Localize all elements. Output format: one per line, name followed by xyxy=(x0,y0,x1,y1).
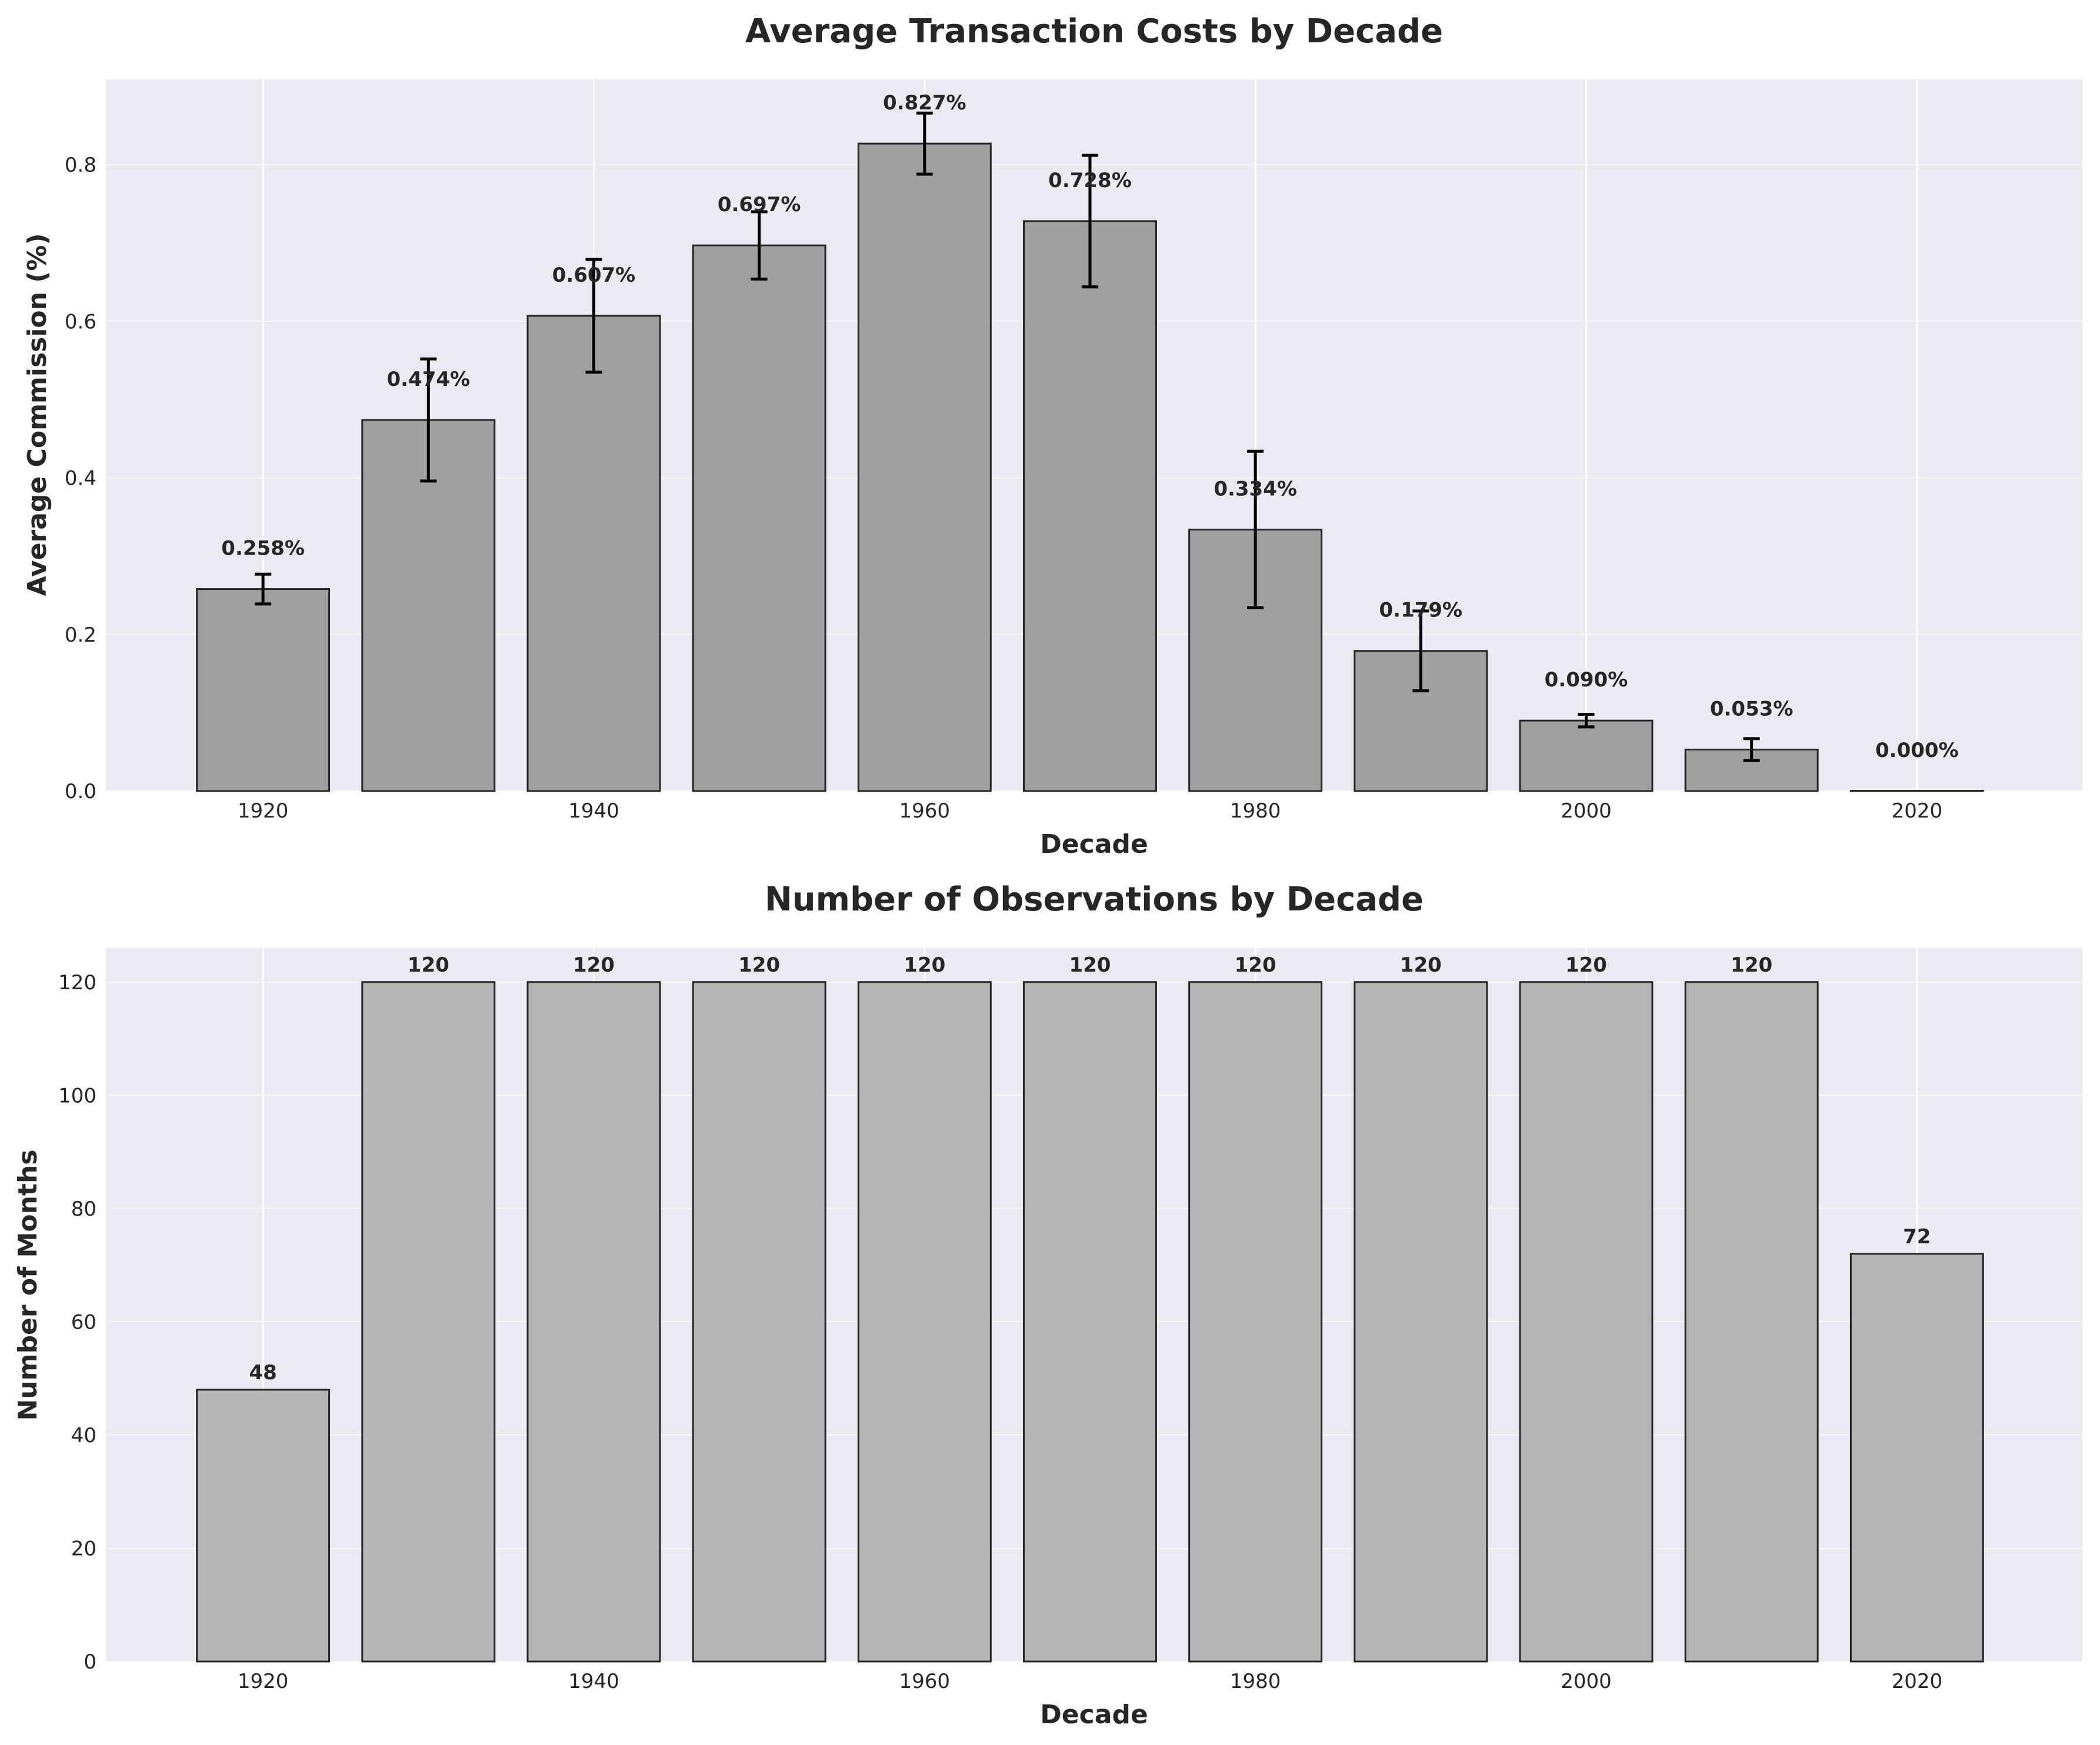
commission-data-label: 0.334% xyxy=(1214,477,1297,501)
observations-bar xyxy=(526,981,661,1663)
observations-x-tick-label: 1920 xyxy=(238,1670,289,1693)
observations-bar xyxy=(196,1389,331,1663)
commission-data-label: 0.827% xyxy=(883,91,966,115)
observations-y-tick-label: 100 xyxy=(58,1084,96,1107)
observations-chart-title: Number of Observations by Decade xyxy=(765,880,1424,919)
observations-y-tick-label: 60 xyxy=(71,1310,96,1334)
commission-data-label: 0.474% xyxy=(386,368,470,391)
commission-x-axis-label: Decade xyxy=(1040,829,1148,859)
observations-bar xyxy=(1188,981,1323,1663)
observations-bar xyxy=(857,981,992,1663)
commission-data-label: 0.179% xyxy=(1379,599,1463,622)
observations-bar xyxy=(361,981,496,1663)
observations-data-label: 120 xyxy=(738,953,780,977)
observations-bar xyxy=(1849,1253,1984,1663)
commission-x-tick-label: 2020 xyxy=(1892,799,1943,823)
observations-plot-area: 0 20 40 60 80 100 120 1920 1940 1960 1980 2000 2020 4… xyxy=(58,948,2082,1693)
commission-bar xyxy=(692,244,826,792)
observations-bar xyxy=(1023,981,1157,1663)
commission-data-label: 0.053% xyxy=(1710,697,1794,720)
observations-bar xyxy=(692,981,826,1663)
observations-data-label: 120 xyxy=(904,953,945,977)
observations-data-label: 120 xyxy=(1565,953,1607,977)
commission-chart-panel: Average Transaction Costs by Decade 0.00… xyxy=(22,12,2082,859)
commission-y-tick-label: 0.6 xyxy=(65,310,96,333)
observations-y-tick-label: 120 xyxy=(58,971,96,995)
observations-y-tick-label: 0 xyxy=(84,1650,96,1674)
commission-data-label: 0.000% xyxy=(1875,739,1959,762)
observations-y-tick-label: 40 xyxy=(71,1424,96,1447)
observations-data-label: 120 xyxy=(1235,953,1276,977)
observations-data-label: 120 xyxy=(1400,953,1442,977)
observations-y-tick-label: 80 xyxy=(71,1197,96,1221)
observations-data-label: 120 xyxy=(1069,953,1111,977)
commission-bar xyxy=(526,315,661,792)
commission-data-label: 0.697% xyxy=(718,193,801,216)
commission-data-label: 0.090% xyxy=(1545,668,1628,692)
commission-plot-area: 0.0 0.2 0.4 0.6 0.8 1920 1940 1960 1980 2000 2020 0… xyxy=(65,79,2082,823)
observations-x-tick-label: 2000 xyxy=(1561,1670,1612,1693)
observations-bar xyxy=(1684,981,1819,1663)
observations-data-label: 72 xyxy=(1903,1225,1931,1249)
observations-x-tick-label: 1960 xyxy=(899,1670,951,1693)
commission-bar xyxy=(196,588,331,792)
commission-y-tick-label: 0.0 xyxy=(65,780,96,803)
commission-chart-title: Average Transaction Costs by Decade xyxy=(745,12,1443,51)
commission-bar xyxy=(1849,790,1984,792)
commission-bar xyxy=(1023,220,1157,792)
commission-y-tick-label: 0.8 xyxy=(65,154,96,177)
commission-data-label: 0.258% xyxy=(221,537,305,560)
observations-y-axis-label: Number of Months xyxy=(13,1150,43,1421)
observations-x-tick-label: 1980 xyxy=(1230,1670,1281,1693)
commission-y-tick-label: 0.2 xyxy=(65,623,96,647)
observations-y-tick-label: 20 xyxy=(71,1537,96,1560)
commission-data-label: 0.728% xyxy=(1048,169,1132,192)
observations-x-tick-label: 1940 xyxy=(568,1670,619,1693)
observations-data-label: 48 xyxy=(249,1361,276,1384)
observations-data-label: 120 xyxy=(573,953,615,977)
observations-x-axis-label: Decade xyxy=(1040,1700,1148,1730)
commission-y-tick-label: 0.4 xyxy=(65,467,96,491)
observations-data-label: 120 xyxy=(1731,953,1772,977)
observations-chart-panel: Number of Observations by Decade 0 20 40 60… xyxy=(13,880,2082,1730)
commission-y-axis-label: Average Commission (%) xyxy=(22,233,52,596)
commission-x-tick-label: 1920 xyxy=(238,799,289,823)
commission-x-tick-label: 1960 xyxy=(899,799,951,823)
commission-x-tick-label: 1980 xyxy=(1230,799,1281,823)
commission-x-tick-label: 2000 xyxy=(1561,799,1612,823)
observations-bar xyxy=(1519,981,1654,1663)
commission-bar xyxy=(1519,719,1654,792)
commission-bar xyxy=(857,142,992,792)
commission-data-label: 0.607% xyxy=(552,263,636,287)
observations-x-tick-label: 2020 xyxy=(1892,1670,1943,1693)
observations-bar xyxy=(1354,981,1488,1663)
observations-data-label: 120 xyxy=(408,953,449,977)
commission-x-tick-label: 1940 xyxy=(568,799,619,823)
